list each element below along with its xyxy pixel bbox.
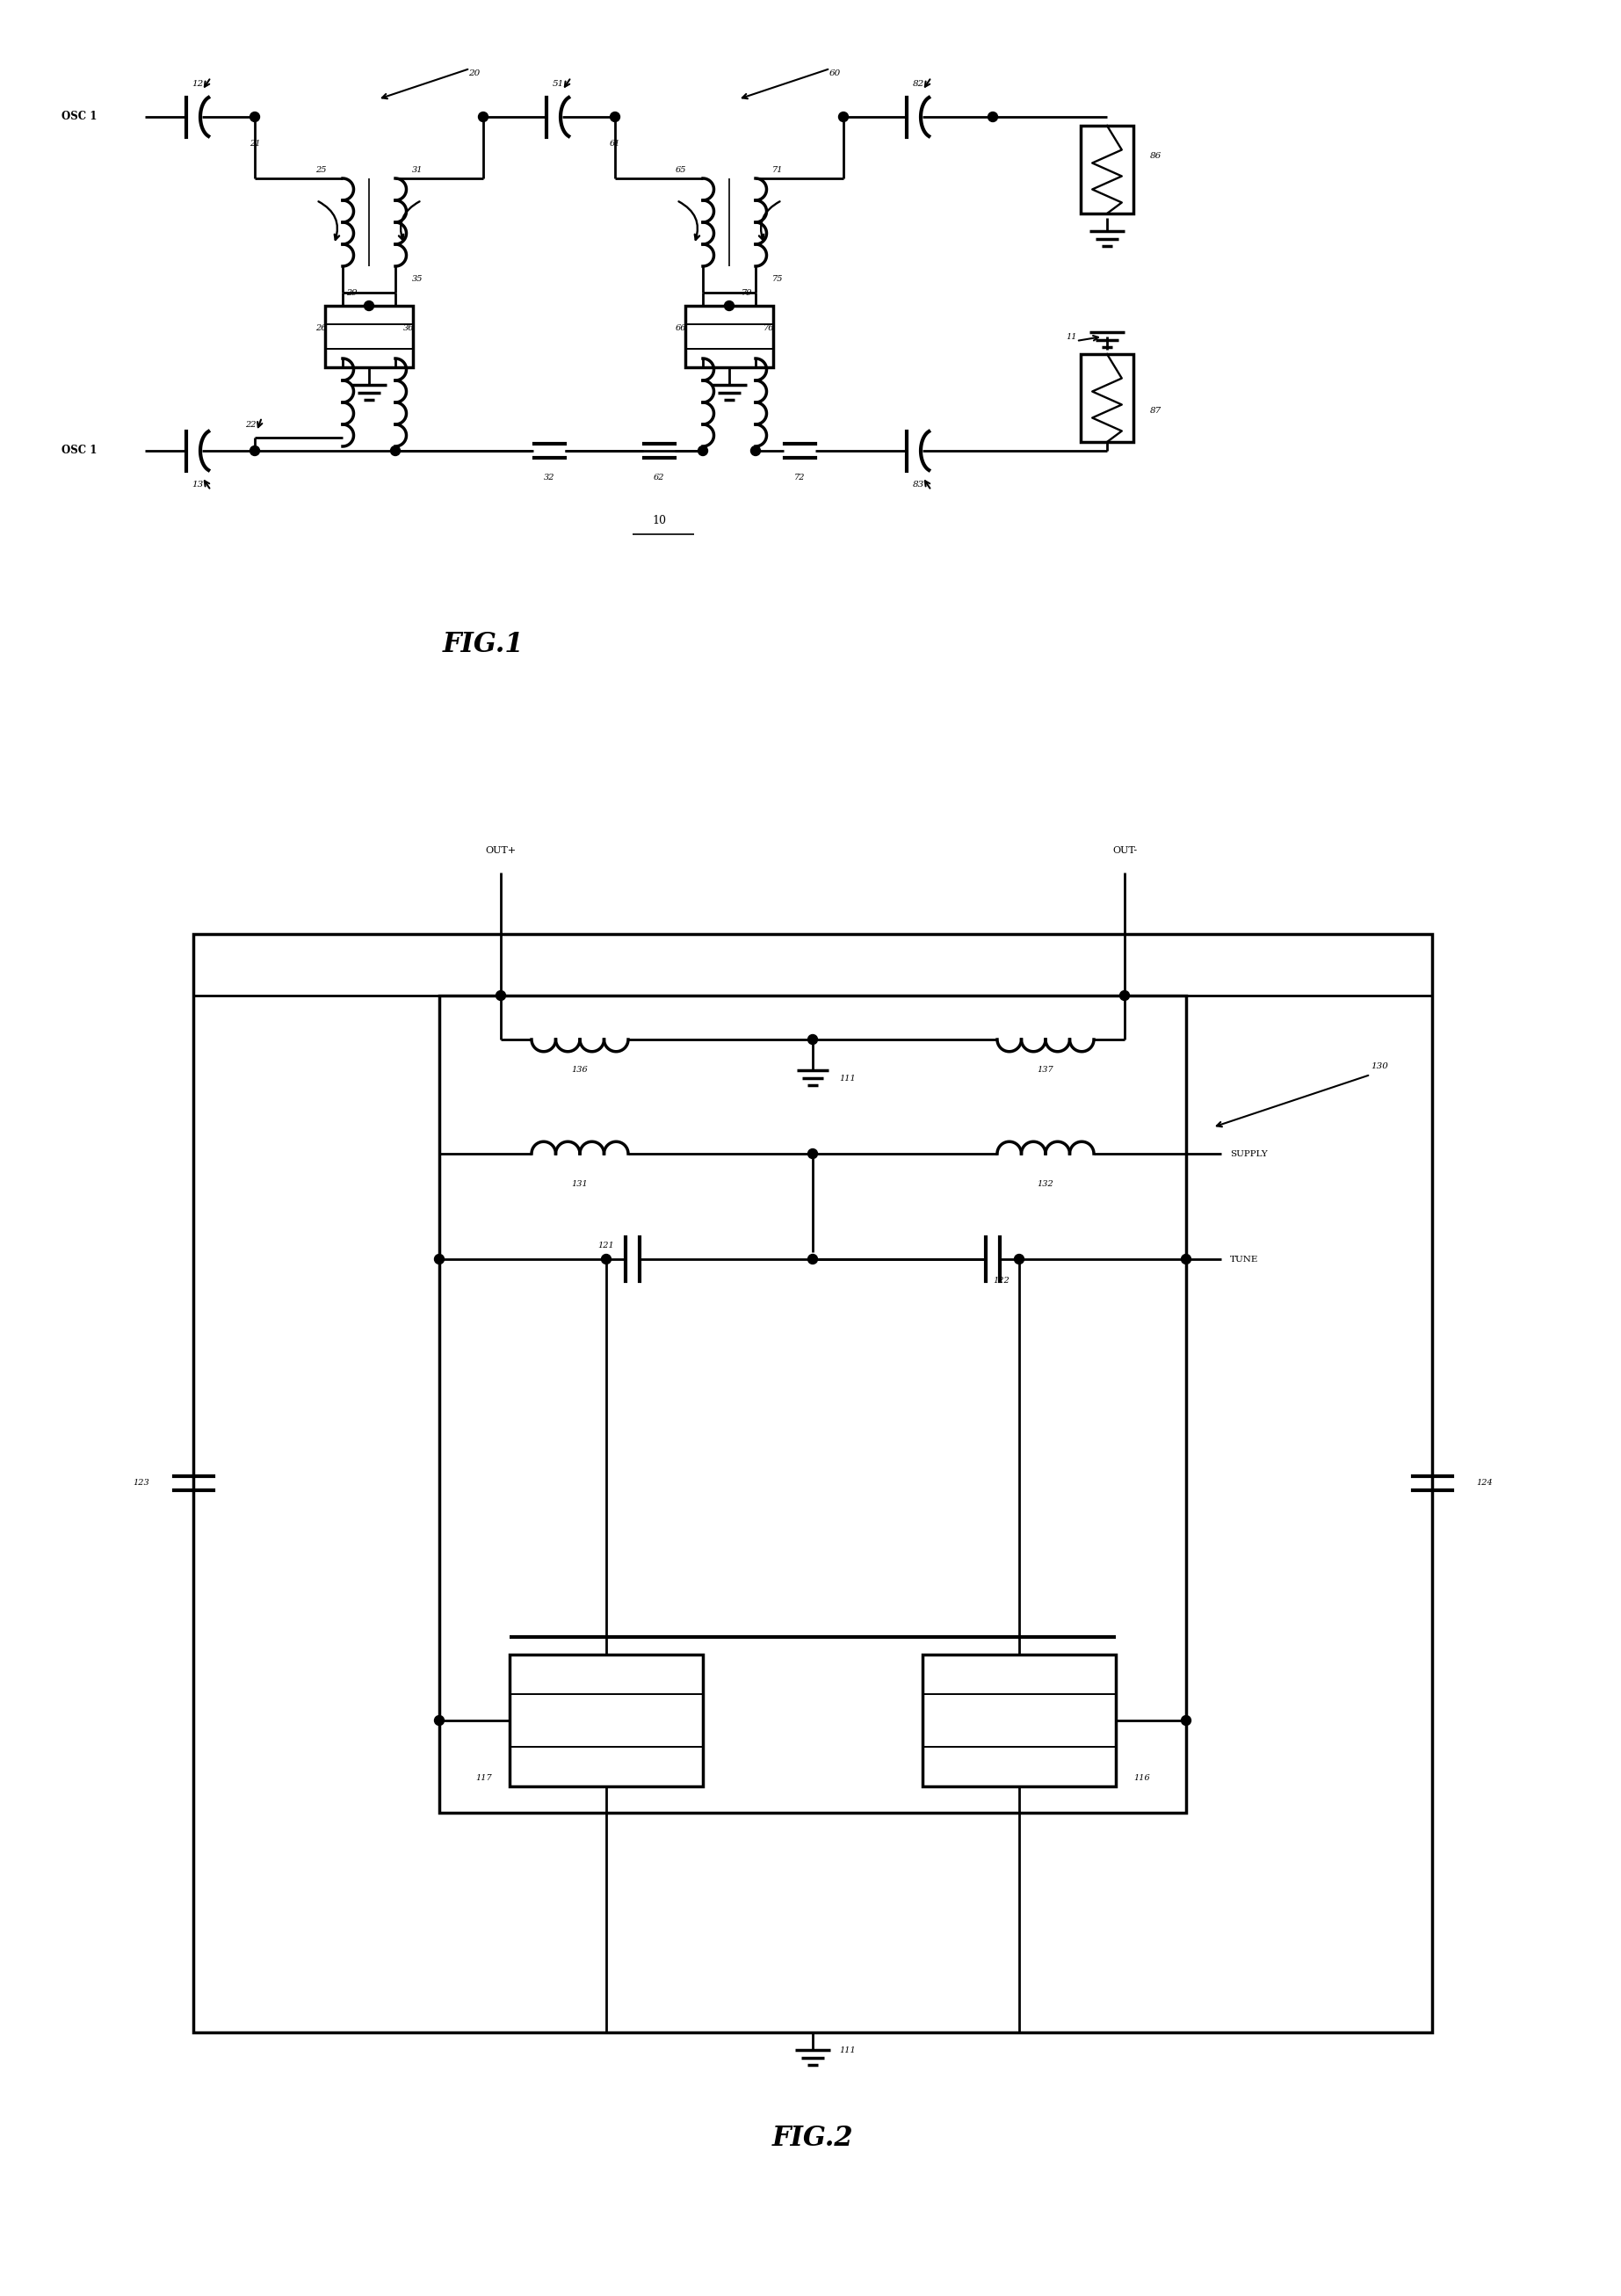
Circle shape	[250, 445, 259, 455]
Text: 72: 72	[794, 473, 806, 482]
Text: 87: 87	[1149, 406, 1161, 416]
Text: 51: 51	[553, 80, 564, 87]
Text: 131: 131	[572, 1180, 588, 1189]
Text: 83: 83	[913, 480, 924, 489]
Bar	[509, 1655, 704, 1786]
Text: 20: 20	[468, 69, 480, 76]
Text: 60: 60	[828, 69, 840, 76]
Text: 32: 32	[543, 473, 554, 482]
Circle shape	[1015, 1254, 1024, 1265]
Circle shape	[496, 990, 506, 1001]
Text: 35: 35	[412, 276, 423, 282]
Text: OSC 1: OSC 1	[62, 445, 97, 457]
Text: OSC 1: OSC 1	[62, 110, 97, 122]
Text: FIG.1: FIG.1	[443, 631, 524, 657]
Circle shape	[365, 301, 374, 310]
Circle shape	[1182, 1715, 1191, 1724]
Text: OUT-: OUT-	[1112, 847, 1136, 854]
Bar	[326, 305, 413, 367]
Text: 29: 29	[345, 289, 357, 296]
Circle shape	[807, 1254, 817, 1265]
Bar	[439, 996, 1187, 1814]
Text: 76: 76	[763, 324, 775, 331]
Text: 36: 36	[404, 324, 413, 331]
Circle shape	[1182, 1254, 1191, 1265]
Text: 79: 79	[741, 289, 752, 296]
Bar	[1081, 354, 1133, 441]
Circle shape	[434, 1254, 444, 1265]
Text: 132: 132	[1037, 1180, 1054, 1189]
Bar	[922, 1655, 1115, 1786]
Text: 130: 130	[1371, 1061, 1388, 1070]
Text: 65: 65	[676, 165, 686, 174]
Text: 137: 137	[1037, 1065, 1054, 1075]
Text: 71: 71	[772, 165, 783, 174]
Circle shape	[807, 1148, 817, 1159]
Text: 61: 61	[609, 140, 621, 147]
Circle shape	[391, 445, 400, 455]
Circle shape	[478, 113, 488, 122]
Text: 66: 66	[676, 324, 686, 331]
Text: 111: 111	[840, 2046, 856, 2055]
Text: 82: 82	[913, 80, 924, 87]
Text: 11: 11	[1067, 333, 1078, 340]
Text: SUPPLY: SUPPLY	[1230, 1150, 1268, 1157]
Text: 31: 31	[412, 165, 423, 174]
Circle shape	[609, 113, 619, 122]
Text: 121: 121	[598, 1242, 614, 1249]
Circle shape	[601, 1254, 611, 1265]
Text: 75: 75	[772, 276, 783, 282]
Circle shape	[987, 113, 997, 122]
Text: FIG.2: FIG.2	[772, 2124, 853, 2151]
Text: 111: 111	[840, 1075, 856, 1084]
Circle shape	[838, 113, 848, 122]
Text: 123: 123	[133, 1479, 149, 1488]
Text: 122: 122	[994, 1277, 1010, 1286]
Text: 13: 13	[191, 480, 204, 489]
Circle shape	[725, 301, 734, 310]
Text: 86: 86	[1149, 152, 1161, 161]
Text: 124: 124	[1477, 1479, 1493, 1488]
Circle shape	[250, 113, 259, 122]
Text: 117: 117	[475, 1773, 493, 1782]
Text: TUNE: TUNE	[1230, 1256, 1258, 1263]
Text: 136: 136	[572, 1065, 588, 1075]
Circle shape	[1120, 990, 1130, 1001]
Text: 25: 25	[314, 165, 326, 174]
Bar	[686, 305, 773, 367]
Bar	[1081, 126, 1133, 214]
Circle shape	[699, 445, 708, 455]
Text: 62: 62	[653, 473, 665, 482]
Text: 10: 10	[652, 514, 666, 526]
Bar	[193, 934, 1431, 2032]
Text: 26: 26	[314, 324, 326, 331]
Text: 21: 21	[250, 140, 261, 147]
Text: 22: 22	[245, 420, 256, 429]
Circle shape	[807, 1035, 817, 1045]
Text: OUT+: OUT+	[485, 847, 515, 854]
Text: 12: 12	[191, 80, 204, 87]
Circle shape	[434, 1715, 444, 1724]
Circle shape	[751, 445, 760, 455]
Text: 116: 116	[1133, 1773, 1149, 1782]
